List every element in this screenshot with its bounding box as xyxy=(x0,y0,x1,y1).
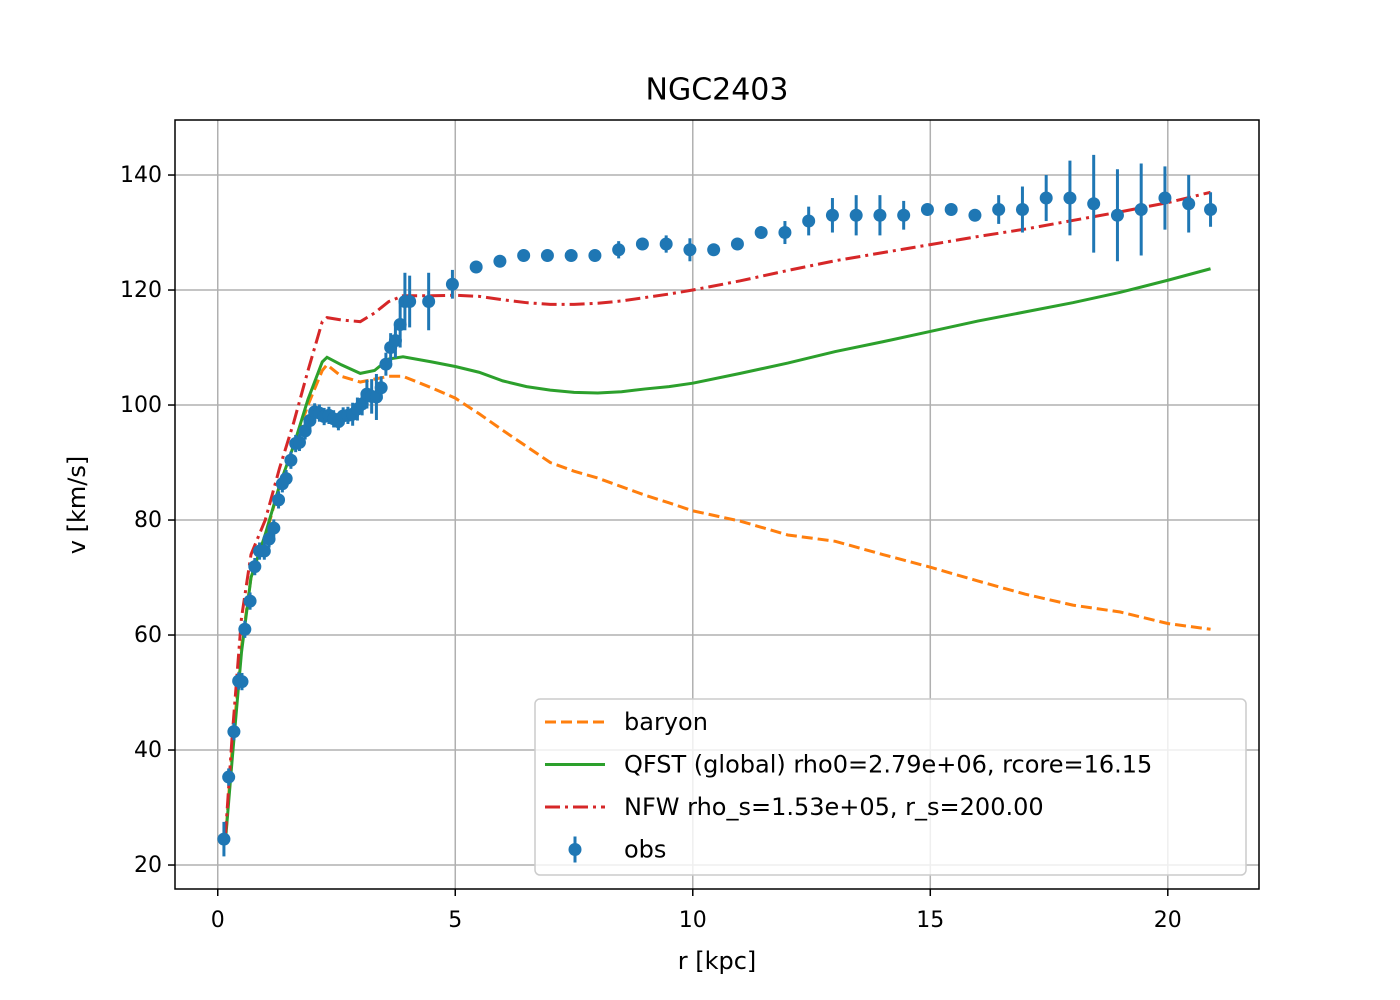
y-axis-label: v [km/s] xyxy=(63,456,91,554)
data-point xyxy=(379,357,393,371)
data-point xyxy=(267,521,281,535)
data-point xyxy=(243,594,257,608)
data-point xyxy=(825,208,839,222)
legend-label: obs xyxy=(624,836,666,864)
data-point xyxy=(849,208,863,222)
data-point xyxy=(355,397,369,411)
data-point xyxy=(1182,197,1196,211)
y-tick-label: 100 xyxy=(120,393,162,418)
legend-label: QFST (global) rho0=2.79e+06, rcore=16.15 xyxy=(624,751,1152,779)
data-point xyxy=(393,318,407,332)
data-point xyxy=(564,249,578,263)
data-point xyxy=(403,295,417,309)
legend-box xyxy=(534,698,1247,876)
data-point xyxy=(272,493,286,507)
data-point xyxy=(292,435,306,449)
data-point xyxy=(257,544,271,558)
data-point xyxy=(235,675,249,689)
chart-title: NGC2403 xyxy=(646,73,789,108)
data-point xyxy=(298,424,312,438)
data-point xyxy=(707,243,721,257)
data-point xyxy=(612,243,626,257)
data-point xyxy=(374,381,388,395)
x-tick-label: 5 xyxy=(448,908,462,933)
data-point xyxy=(279,472,293,486)
data-point xyxy=(1039,191,1053,205)
y-tick-label: 140 xyxy=(120,163,162,188)
data-point xyxy=(730,237,744,251)
data-point xyxy=(659,237,673,251)
data-point xyxy=(238,622,252,636)
data-line xyxy=(223,190,1211,837)
legend-label: baryon xyxy=(624,708,708,736)
data-point xyxy=(778,226,792,240)
data-point xyxy=(968,208,982,222)
data-point xyxy=(493,254,507,268)
data-point xyxy=(284,453,298,467)
plot-area xyxy=(217,154,1218,857)
data-point xyxy=(1204,203,1218,217)
data-point xyxy=(517,249,531,263)
x-axis-label: r [kpc] xyxy=(678,947,757,975)
data-point xyxy=(445,277,459,291)
y-tick-label: 40 xyxy=(134,738,162,763)
x-tick-label: 20 xyxy=(1154,908,1182,933)
data-point xyxy=(873,208,887,222)
data-point xyxy=(227,725,241,739)
data-point xyxy=(1134,203,1148,217)
y-tick-label: 120 xyxy=(120,278,162,303)
data-point xyxy=(920,203,934,217)
data-point xyxy=(1015,203,1029,217)
data-point xyxy=(588,249,602,263)
data-point xyxy=(1158,191,1172,205)
y-tick-label: 60 xyxy=(134,623,162,648)
legend: baryon QFST (global) rho0=2.79e+06, rcore… xyxy=(534,698,1247,876)
data-point xyxy=(262,532,276,546)
data-point xyxy=(1063,191,1077,205)
legend-swatch xyxy=(568,843,582,856)
x-tick-label: 0 xyxy=(211,908,225,933)
data-point xyxy=(944,203,958,217)
data-point xyxy=(388,334,402,348)
data-point xyxy=(683,243,697,257)
data-point xyxy=(222,770,236,784)
data-point xyxy=(540,249,554,263)
data-point xyxy=(248,560,262,574)
data-point xyxy=(992,203,1006,217)
data-point xyxy=(897,208,911,222)
data-point xyxy=(635,237,649,251)
data-point xyxy=(754,226,768,240)
data-point xyxy=(802,214,816,228)
legend-label: NFW rho_s=1.53e+05, r_s=200.00 xyxy=(624,793,1044,821)
x-tick-label: 10 xyxy=(679,908,707,933)
data-point xyxy=(422,295,436,309)
plot-frame xyxy=(174,119,1260,890)
data-point xyxy=(1110,208,1124,222)
y-tick-label: 20 xyxy=(134,853,162,878)
x-tick-label: 15 xyxy=(916,908,944,933)
data-point xyxy=(1087,197,1101,211)
data-point xyxy=(217,832,231,846)
data-point xyxy=(469,260,483,274)
y-tick-label: 80 xyxy=(134,508,162,533)
